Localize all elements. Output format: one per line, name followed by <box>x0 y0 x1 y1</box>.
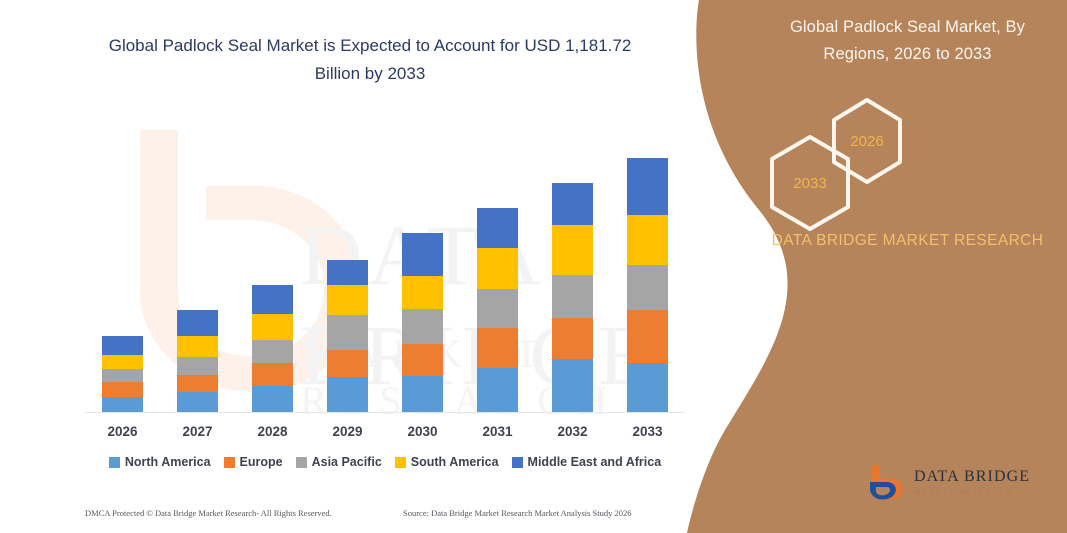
hexagon-2033-label: 2033 <box>793 174 827 192</box>
bar-segment <box>327 377 368 412</box>
bar-segment <box>252 313 293 341</box>
brand-name: DATA BRIDGE MARKET RESEARCH <box>771 232 1044 249</box>
legend-label: Asia Pacific <box>311 455 382 469</box>
x-label-2028: 2028 <box>257 424 288 439</box>
x-label-2033: 2033 <box>632 424 663 439</box>
bar-2028[interactable] <box>252 284 293 412</box>
bar-segment <box>252 385 293 412</box>
bar-segment <box>402 376 443 412</box>
data-bridge-mark-icon <box>870 465 903 500</box>
legend-swatch-icon <box>295 456 307 468</box>
bar-segment <box>102 354 143 370</box>
legend-label: Europe <box>239 455 283 469</box>
data-bridge-logo: DATA BRIDGE MARKET RESEARCH <box>865 462 1030 502</box>
legend-item-middle-east-and-africa[interactable]: Middle East and Africa <box>511 455 662 469</box>
bar-segment <box>627 310 668 364</box>
bar-segment <box>327 259 368 285</box>
bar-segment <box>177 356 218 376</box>
bar-segment <box>327 314 368 350</box>
bar-segment <box>102 381 143 398</box>
bar-segment <box>477 288 518 329</box>
bar-segment <box>102 369 143 382</box>
x-label-2030: 2030 <box>407 424 438 439</box>
footer: DMCA Protected © Data Bridge Market Rese… <box>85 508 685 524</box>
bar-segment <box>477 368 518 412</box>
hexagon-2033: 2033 <box>765 133 855 233</box>
bar-2033[interactable] <box>627 157 668 412</box>
bar-segment <box>552 275 593 318</box>
bar-segment <box>252 340 293 364</box>
bar-segment <box>402 233 443 277</box>
chart-area: DATA BRIDGE MARKET RESEARCH Global Padlo… <box>85 36 685 524</box>
bar-2030[interactable] <box>402 233 443 412</box>
bar-segment <box>327 349 368 378</box>
x-axis-labels: 2026 2027 2028 2029 2030 2031 2032 2033 <box>85 424 685 444</box>
bar-segment <box>252 363 293 386</box>
bar-segment <box>252 284 293 314</box>
legend-item-asia-pacific[interactable]: Asia Pacific <box>295 455 382 469</box>
bar-2029[interactable] <box>327 259 368 412</box>
legend-swatch-icon <box>394 456 406 468</box>
bar-segment <box>102 336 143 355</box>
panel-title: Global Padlock Seal Market, By Regions, … <box>789 18 1026 63</box>
hexagon-2026: 2026 <box>827 96 907 186</box>
legend-item-europe[interactable]: Europe <box>223 455 283 469</box>
footer-source: Source: Data Bridge Market Research Mark… <box>403 508 632 518</box>
bar-segment <box>552 358 593 412</box>
page-title: Global Padlock Seal Market is Expected t… <box>108 36 632 83</box>
bar-segment <box>327 284 368 315</box>
legend-label: Middle East and Africa <box>527 455 662 469</box>
bar-segment <box>177 391 218 412</box>
bar-segment <box>477 247 518 289</box>
bar-segment <box>627 214 668 266</box>
footer-copyright: DMCA Protected © Data Bridge Market Rese… <box>85 508 332 518</box>
hexagon-outline-icon <box>832 98 902 184</box>
panel-background-shape <box>687 0 1067 533</box>
watermark-b-logo <box>140 130 362 392</box>
x-axis-line <box>85 412 685 413</box>
legend-item-north-america[interactable]: North America <box>108 455 211 469</box>
legend-swatch-icon <box>223 456 235 468</box>
legend-swatch-icon <box>511 456 523 468</box>
bar-segment <box>627 363 668 412</box>
hexagon-2026-label: 2026 <box>850 132 884 150</box>
bar-segment <box>552 182 593 225</box>
legend-label: North America <box>124 455 211 469</box>
x-label-2026: 2026 <box>107 424 138 439</box>
bar-segment <box>477 328 518 369</box>
bar-2031[interactable] <box>477 208 518 412</box>
logo-name: DATA BRIDGE <box>914 467 1031 485</box>
bar-segment <box>552 224 593 276</box>
bar-segment <box>402 276 443 310</box>
stacked-bar-plot <box>85 140 685 412</box>
logo-subtitle: MARKET RESEARCH <box>914 487 1014 496</box>
bar-segment <box>552 317 593 359</box>
hexagon-outline-icon <box>770 135 850 231</box>
bar-2032[interactable] <box>552 182 593 412</box>
x-label-2027: 2027 <box>182 424 213 439</box>
bar-segment <box>102 397 143 412</box>
legend-swatch-icon <box>108 456 120 468</box>
legend-item-south-america[interactable]: South America <box>394 455 499 469</box>
bar-segment <box>177 336 218 357</box>
x-label-2029: 2029 <box>332 424 363 439</box>
bar-segment <box>402 309 443 345</box>
brand-panel: Global Padlock Seal Market, By Regions, … <box>647 0 1067 533</box>
bar-2027[interactable] <box>177 310 218 412</box>
bar-segment <box>627 265 668 311</box>
bar-segment <box>402 344 443 377</box>
bar-segment <box>177 375 218 392</box>
bar-segment <box>477 208 518 248</box>
bar-2026[interactable] <box>102 336 143 412</box>
bar-segment <box>177 310 218 337</box>
bar-segment <box>627 157 668 215</box>
legend-label: South America <box>410 455 499 469</box>
chart-legend: North America Europe Asia Pacific South Ame… <box>85 455 685 469</box>
x-label-2032: 2032 <box>557 424 588 439</box>
x-label-2031: 2031 <box>482 424 513 439</box>
